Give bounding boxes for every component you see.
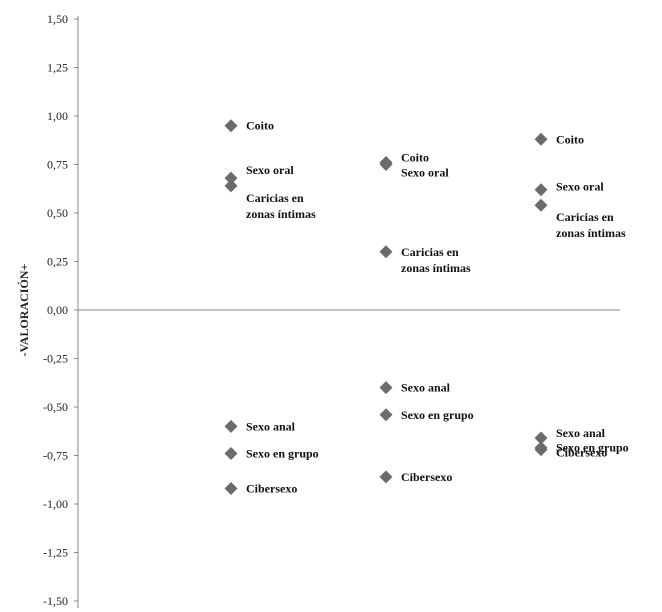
y-tick-label: 1,25 [47,61,68,75]
data-point-label: Sexo en grupo [556,441,629,455]
data-point-label: Coito [401,151,429,165]
y-tick-label: -1,00 [43,497,68,511]
data-point-marker [379,408,393,422]
data-point-label: Caricias en zonas íntimas [246,191,316,221]
data-point-label: Sexo oral [246,163,294,177]
data-point-label: Sexo en grupo [401,408,474,422]
y-tick-label: 0,50 [47,206,68,220]
data-point-label: Caricias en zonas íntimas [556,210,626,240]
data-point-marker [534,443,548,457]
y-tick-label: 0,00 [47,303,68,317]
data-point-marker [534,183,548,197]
data-point-label: Sexo anal [401,381,451,395]
y-tick-label: -0,25 [43,352,68,366]
data-point-marker [224,447,238,461]
data-point-label: Sexo oral [401,166,449,180]
data-point-marker [379,381,393,395]
y-tick-label: -1,25 [43,546,68,560]
data-point-marker [224,171,238,185]
data-point-marker [224,481,238,495]
y-tick-group: 1,50 1,25 1,00 0,75 0,50 0,25 0,00 -0,25 -0,50 -0… [43,12,78,608]
data-point-marker [534,431,548,445]
data-point-label: Sexo anal [556,426,606,440]
data-point-label: Cibersexo [401,470,452,484]
data-point-marker [224,179,238,193]
data-point-marker [379,245,393,259]
y-axis-title: -VALORACIÓN+ [17,264,31,357]
data-point-marker [534,198,548,212]
y-tick-label: -1,50 [43,594,68,608]
data-point-label: Sexo en grupo [246,447,319,461]
data-point-marker [379,158,393,171]
data-point-label: Caricias en zonas íntimas [401,245,471,275]
data-point-label: Sexo anal [246,419,296,433]
y-tick-label: 1,00 [47,109,68,123]
data-point-label: Coito [556,132,584,146]
data-point-label: Coito [246,119,274,133]
y-tick-label: -0,50 [43,400,68,414]
y-tick-label: 0,75 [47,158,68,172]
y-tick-label: 1,50 [47,12,68,26]
data-point-marker [379,470,393,484]
y-tick-label: 0,25 [47,255,68,269]
data-point-label: Sexo oral [556,180,604,194]
data-point-marker [534,132,548,146]
data-point-marker [224,119,238,133]
data-point-label: Cibersexo [556,446,607,460]
y-tick-label: -0,75 [43,449,68,463]
data-point-label: Cibersexo [246,481,297,495]
data-points [224,119,548,495]
data-point-marker [224,419,238,433]
